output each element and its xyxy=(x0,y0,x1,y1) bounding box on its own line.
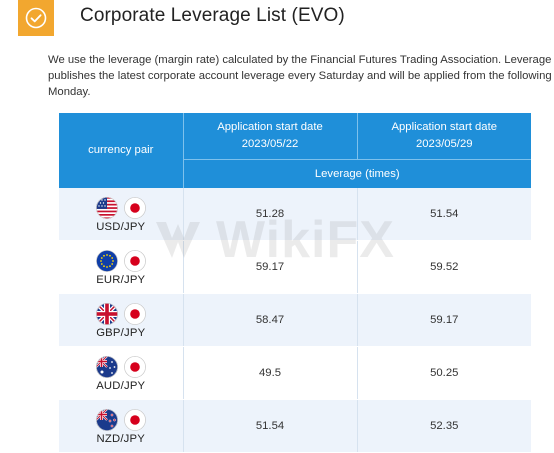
pair-cell: NZD/JPY xyxy=(59,399,183,453)
intro-text: We use the leverage (margin rate) calcul… xyxy=(48,54,552,98)
leverage-value: 59.52 xyxy=(356,240,531,294)
header-start-date-2: Application start date 2023/05/29 xyxy=(357,113,531,160)
eu-flag-icon xyxy=(95,250,118,272)
pair-cell: USD/JPY xyxy=(59,188,183,241)
header-currency-pair: currency pair xyxy=(59,113,184,188)
jp-flag-icon xyxy=(123,409,146,431)
pair-label: USD/JPY xyxy=(96,221,146,233)
leverage-value: 51.28 xyxy=(182,188,357,241)
jp-flag-icon xyxy=(123,356,146,378)
au-flag-icon xyxy=(95,356,118,378)
table-row: AUD/JPY 49.5 50.25 xyxy=(59,346,531,400)
pair-label: NZD/JPY xyxy=(96,433,145,445)
table-row: USD/JPY 51.28 51.54 xyxy=(59,188,531,241)
leverage-value: 51.54 xyxy=(356,188,531,241)
uk-flag-icon xyxy=(95,303,118,325)
table-row: NZD/JPY 51.54 52.35 xyxy=(59,399,531,453)
leverage-value: 59.17 xyxy=(356,293,531,347)
nz-flag-icon xyxy=(95,409,118,431)
jp-flag-icon xyxy=(123,197,146,219)
pair-cell: EUR/JPY xyxy=(59,240,183,294)
leverage-value: 59.17 xyxy=(182,240,357,294)
table-row: GBP/JPY 58.47 59.17 xyxy=(59,293,531,347)
header-leverage-times: Leverage (times) xyxy=(183,159,531,188)
check-circle-icon xyxy=(18,0,54,36)
leverage-value: 52.35 xyxy=(356,399,531,453)
leverage-table: currency pair Application start date 202… xyxy=(59,113,531,453)
pair-label: AUD/JPY xyxy=(96,380,146,392)
leverage-value: 51.54 xyxy=(182,399,357,453)
header-start-date-1: Application start date 2023/05/22 xyxy=(183,113,358,160)
jp-flag-icon xyxy=(123,303,146,325)
page-header: Corporate Leverage List (EVO) xyxy=(0,0,554,36)
table-row: EUR/JPY 59.17 59.52 xyxy=(59,240,531,294)
leverage-value: 50.25 xyxy=(356,346,531,400)
pair-label: GBP/JPY xyxy=(96,327,146,339)
page-title: Corporate Leverage List (EVO) xyxy=(80,5,345,26)
leverage-value: 49.5 xyxy=(182,346,357,400)
pair-cell: GBP/JPY xyxy=(59,293,183,347)
us-flag-icon xyxy=(95,197,118,219)
pair-label: EUR/JPY xyxy=(96,274,146,286)
leverage-value: 58.47 xyxy=(182,293,357,347)
pair-cell: AUD/JPY xyxy=(59,346,183,400)
jp-flag-icon xyxy=(123,250,146,272)
